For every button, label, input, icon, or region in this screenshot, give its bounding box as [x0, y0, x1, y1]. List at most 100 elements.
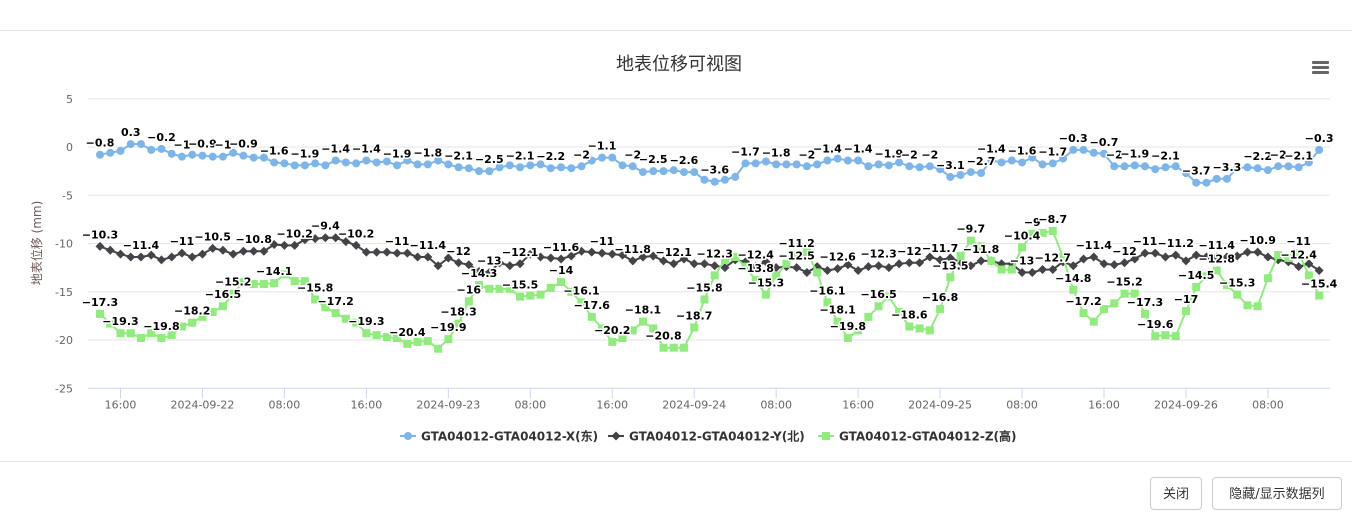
- data-point[interactable]: [1304, 259, 1314, 269]
- data-point[interactable]: [382, 157, 391, 166]
- data-point[interactable]: [679, 168, 688, 177]
- legend-label[interactable]: GTA04012-GTA04012-Y(北): [629, 429, 805, 444]
- data-point[interactable]: [1007, 156, 1016, 165]
- data-point[interactable]: [361, 247, 371, 257]
- data-point[interactable]: [1059, 253, 1068, 262]
- data-point[interactable]: [1181, 256, 1191, 266]
- data-point[interactable]: [1212, 266, 1221, 275]
- data-point[interactable]: [372, 247, 382, 257]
- data-point[interactable]: [238, 246, 248, 256]
- data-point[interactable]: [177, 248, 187, 258]
- data-point[interactable]: [1110, 299, 1119, 308]
- data-point[interactable]: [843, 156, 852, 165]
- data-point[interactable]: [1284, 253, 1293, 262]
- data-point[interactable]: [649, 324, 658, 333]
- data-point[interactable]: [966, 261, 976, 271]
- data-point[interactable]: [1161, 331, 1170, 340]
- data-point[interactable]: [1018, 158, 1027, 167]
- data-point[interactable]: [454, 258, 464, 268]
- data-point[interactable]: [484, 267, 494, 277]
- data-point[interactable]: [1202, 272, 1211, 281]
- data-point[interactable]: [413, 252, 423, 262]
- data-point[interactable]: [136, 334, 145, 343]
- data-point[interactable]: [167, 149, 176, 158]
- data-point[interactable]: [423, 252, 433, 262]
- data-point[interactable]: [167, 331, 176, 340]
- data-point[interactable]: [464, 297, 473, 306]
- data-point[interactable]: [628, 162, 637, 171]
- data-point[interactable]: [208, 308, 217, 317]
- data-point[interactable]: [454, 163, 463, 172]
- data-point[interactable]: [1171, 162, 1180, 171]
- data-point[interactable]: [106, 319, 115, 328]
- data-point[interactable]: [208, 243, 218, 253]
- data-point[interactable]: [699, 259, 709, 269]
- data-point[interactable]: [854, 326, 863, 335]
- data-point[interactable]: [1161, 163, 1170, 172]
- data-point[interactable]: [495, 258, 505, 268]
- data-point[interactable]: [96, 309, 104, 318]
- data-point[interactable]: [1027, 267, 1037, 277]
- data-point[interactable]: [1130, 254, 1140, 264]
- data-point[interactable]: [1130, 161, 1139, 170]
- data-point[interactable]: [884, 292, 893, 301]
- data-point[interactable]: [1263, 274, 1272, 283]
- data-point[interactable]: [813, 160, 822, 169]
- data-point[interactable]: [1007, 265, 1016, 274]
- data-point[interactable]: [516, 163, 525, 172]
- data-point[interactable]: [587, 247, 597, 257]
- data-point[interactable]: [884, 263, 894, 273]
- data-point[interactable]: [485, 284, 494, 293]
- data-point[interactable]: [126, 329, 135, 338]
- data-point[interactable]: [147, 145, 156, 154]
- data-point[interactable]: [1274, 162, 1283, 171]
- data-point[interactable]: [997, 265, 1006, 274]
- data-point[interactable]: [198, 312, 207, 321]
- data-point[interactable]: [515, 259, 525, 269]
- data-point[interactable]: [1304, 158, 1313, 167]
- data-point[interactable]: [1201, 252, 1211, 262]
- data-point[interactable]: [915, 324, 924, 333]
- data-point[interactable]: [689, 259, 699, 269]
- data-point[interactable]: [936, 165, 945, 174]
- data-point[interactable]: [413, 337, 422, 346]
- data-point[interactable]: [1242, 247, 1252, 257]
- data-point[interactable]: [136, 140, 145, 149]
- data-point[interactable]: [956, 252, 965, 261]
- data-point[interactable]: [1222, 280, 1231, 289]
- data-point[interactable]: [618, 161, 627, 170]
- data-point[interactable]: [474, 266, 484, 276]
- data-point[interactable]: [280, 270, 289, 279]
- data-point[interactable]: [475, 167, 484, 176]
- data-point[interactable]: [946, 273, 955, 282]
- data-point[interactable]: [188, 318, 197, 327]
- data-point[interactable]: [772, 160, 781, 169]
- data-point[interactable]: [1120, 289, 1129, 298]
- data-point[interactable]: [1069, 145, 1078, 154]
- data-point[interactable]: [95, 241, 105, 251]
- data-point[interactable]: [874, 160, 883, 169]
- data-point[interactable]: [495, 284, 504, 293]
- data-point[interactable]: [710, 271, 719, 280]
- data-point[interactable]: [341, 314, 350, 323]
- data-point[interactable]: [987, 156, 996, 165]
- data-point[interactable]: [1140, 162, 1149, 171]
- data-point[interactable]: [362, 156, 371, 165]
- data-point[interactable]: [946, 172, 955, 181]
- data-point[interactable]: [1274, 251, 1283, 260]
- data-point[interactable]: [464, 260, 474, 270]
- data-point[interactable]: [761, 157, 770, 166]
- data-point[interactable]: [1089, 252, 1099, 262]
- data-point[interactable]: [997, 158, 1006, 167]
- data-point[interactable]: [351, 240, 361, 250]
- data-point[interactable]: [147, 329, 156, 338]
- data-point[interactable]: [526, 161, 535, 170]
- data-point[interactable]: [525, 249, 535, 259]
- data-point[interactable]: [310, 234, 320, 244]
- data-point[interactable]: [96, 150, 104, 159]
- data-point[interactable]: [382, 247, 392, 257]
- data-point[interactable]: [505, 261, 515, 271]
- data-point[interactable]: [761, 290, 770, 299]
- data-point[interactable]: [505, 161, 514, 170]
- data-point[interactable]: [1243, 301, 1252, 310]
